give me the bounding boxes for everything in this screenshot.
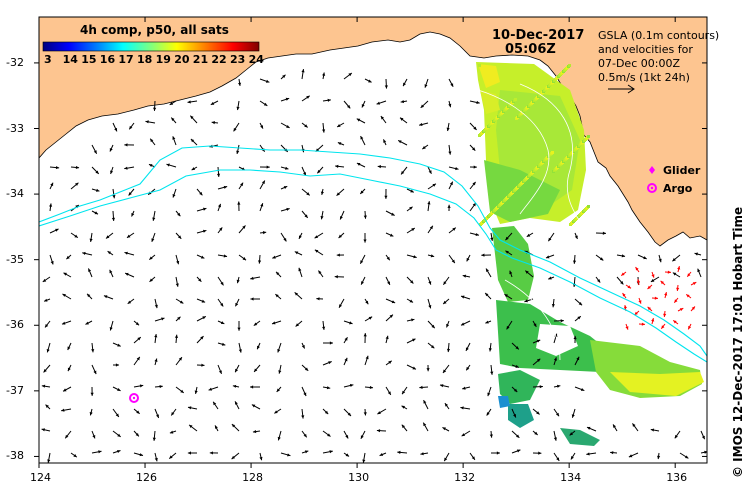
colorbar-tick-label: 23	[230, 53, 245, 67]
imos-credit: © IMOS 12-Dec-2017 17:01 Hobart Time	[731, 207, 745, 478]
sst-pixel	[568, 64, 571, 67]
x-tick-label: 130	[348, 471, 369, 484]
sst-pixel	[551, 151, 554, 154]
gsla-legend-line1: GSLA (0.1m contours)	[598, 29, 719, 43]
colorbar-tick-label: 15	[81, 53, 96, 67]
colorbar-tick-label: 22	[211, 53, 226, 67]
x-tick-label: 124	[30, 471, 51, 484]
x-tick-label: 132	[454, 471, 475, 484]
colorbar-tick-label: 19	[156, 53, 171, 67]
colorbar-tick-label: 21	[193, 53, 208, 67]
y-tick-label: -32	[6, 56, 24, 69]
argo-label: Argo	[663, 182, 692, 196]
colorbar-tick-label: 3	[44, 53, 52, 67]
y-tick-label: -35	[6, 253, 24, 266]
x-tick-label: 136	[666, 471, 687, 484]
colorbar-tick-label: 17	[118, 53, 133, 67]
x-tick-label: 134	[560, 471, 581, 484]
colorbar-tick-label: 16	[100, 53, 115, 67]
colorbar-title: 4h comp, p50, all sats	[80, 23, 229, 37]
colorbar-tick-label: 24	[249, 53, 264, 67]
y-tick-label: -38	[6, 449, 24, 462]
x-tick-label: 128	[242, 471, 263, 484]
gsla-legend-line2: and velocities for	[598, 43, 693, 57]
colorbar-tick-label: 18	[137, 53, 152, 67]
sst-pixel	[478, 64, 481, 67]
y-tick-label: -37	[6, 384, 24, 397]
date-line: 10-Dec-2017	[492, 28, 584, 43]
x-tick-label: 126	[136, 471, 157, 484]
sst-pixel	[514, 98, 517, 101]
sst-pixel-block	[498, 396, 510, 408]
gsla-legend-line4: 0.5m/s (1kt 24h)	[598, 71, 690, 85]
gsla-legend-line3: 07-Dec 00:00Z	[598, 57, 680, 71]
y-tick-label: -36	[6, 318, 24, 331]
y-tick-label: -34	[6, 187, 24, 200]
sst-pixel	[587, 205, 590, 208]
glider-label: Glider	[663, 164, 700, 178]
colorbar-tick-label: 20	[174, 53, 189, 67]
colorbar-tick-label: 14	[63, 53, 78, 67]
colorbar	[43, 42, 259, 51]
sst-pixel	[587, 135, 590, 138]
time-line: 05:06Z	[505, 42, 556, 57]
y-tick-label: -33	[6, 122, 24, 135]
